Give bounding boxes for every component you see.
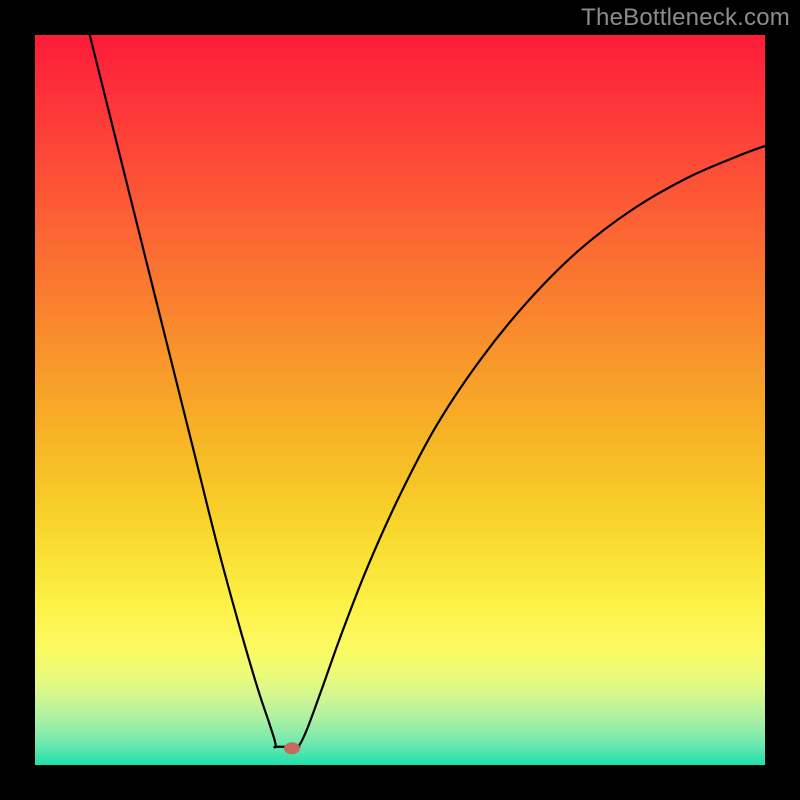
v-curve-path [90, 35, 765, 747]
bottleneck-curve [0, 0, 800, 800]
watermark-text: TheBottleneck.com [581, 4, 790, 32]
bottleneck-marker [284, 742, 300, 754]
